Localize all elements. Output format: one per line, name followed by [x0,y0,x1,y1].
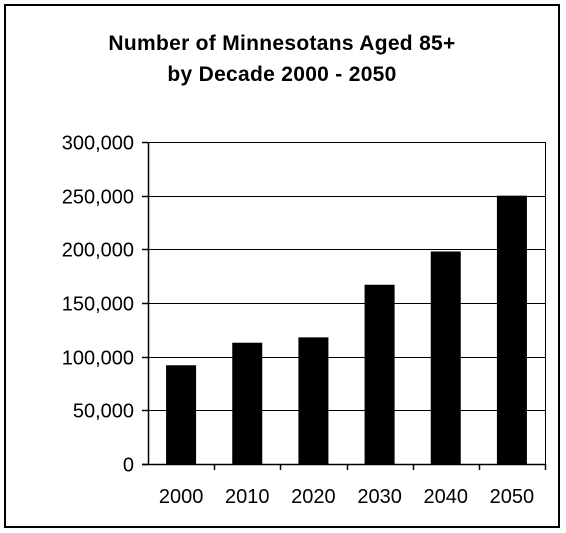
chart-frame: Number of Minnesotans Aged 85+ by Decade… [4,4,560,528]
y-tick-label-1: 50,000 [73,401,134,423]
chart-title-line-1: Number of Minnesotans Aged 85+ [108,32,456,55]
x-tick-label-2010: 2010 [225,486,270,508]
bar-2010 [232,342,263,464]
x-tick-label-2050: 2050 [490,486,535,508]
bar-2000 [166,365,197,464]
y-tick-label-6: 300,000 [62,133,134,155]
y-tick-label-0: 0 [123,455,134,477]
bar-2020 [298,337,329,464]
y-tick-label-3: 150,000 [62,294,134,316]
x-tick-label-2000: 2000 [159,486,204,508]
y-tick-label-2: 100,000 [62,348,134,370]
x-tick-label-2030: 2030 [357,486,402,508]
bar-2040 [430,251,461,464]
chart-title-line-2: by Decade 2000 - 2050 [167,63,397,86]
bar-2050 [496,195,527,464]
chart-title: Number of Minnesotans Aged 85+ by Decade… [6,28,558,90]
y-tick-label-4: 200,000 [62,240,134,262]
bar-2030 [364,284,395,464]
x-tick-label-2020: 2020 [291,486,336,508]
x-tick-label-2040: 2040 [424,486,469,508]
y-tick-label-5: 250,000 [62,187,134,209]
